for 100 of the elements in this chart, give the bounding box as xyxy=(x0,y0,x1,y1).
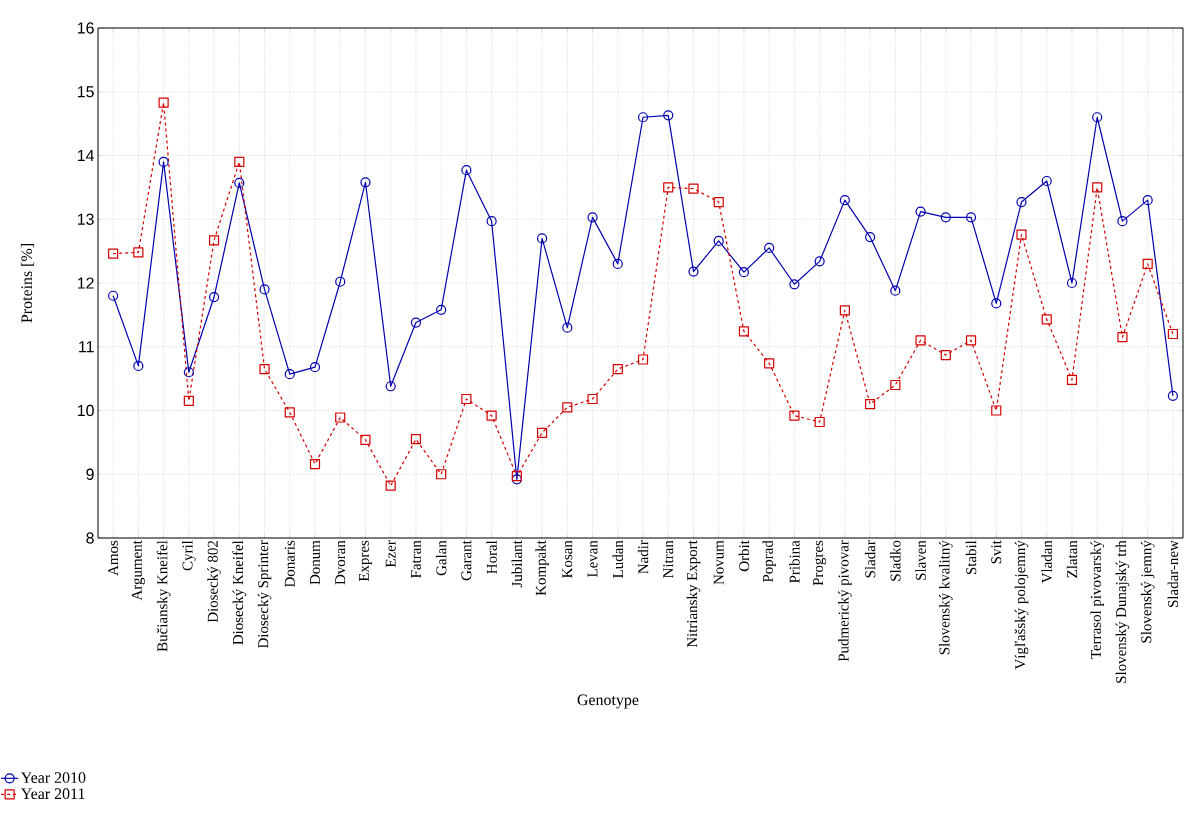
point xyxy=(436,304,447,315)
x-tick-label: Diosecký 802 xyxy=(207,541,221,623)
point xyxy=(562,322,573,333)
x-tick-label: Vígľašský polojemný xyxy=(1014,540,1029,670)
point xyxy=(1092,182,1103,193)
point xyxy=(1041,175,1052,187)
point xyxy=(410,434,422,445)
x-tick-label: Kosan xyxy=(562,540,573,578)
point xyxy=(1066,374,1078,385)
point xyxy=(865,399,876,410)
y-tick-label: 14 xyxy=(77,150,94,161)
x-tick-label: Stabil xyxy=(965,540,977,575)
point xyxy=(1142,258,1153,269)
x-tick-label: Progres xyxy=(813,540,827,586)
point xyxy=(637,112,649,123)
x-tick-label: Sladko xyxy=(890,540,901,581)
x-tick-label: Ludan xyxy=(612,540,624,578)
y-tick-label: 8 xyxy=(86,532,94,544)
x-tick-label: Argument xyxy=(131,540,145,601)
point xyxy=(309,458,321,470)
x-tick-label: Zlatan xyxy=(1066,540,1078,578)
x-tick-label: Slovenský Dunajský trh xyxy=(1115,540,1130,683)
point xyxy=(738,267,750,278)
point xyxy=(360,434,371,445)
x-axis-title: Genotype xyxy=(577,694,639,709)
x-tick-label: Diosecký Kneifel xyxy=(232,540,247,645)
x-tick-label: Kompakt xyxy=(535,540,549,596)
point xyxy=(486,216,497,227)
point xyxy=(890,285,901,296)
point xyxy=(461,393,472,405)
point xyxy=(284,369,295,380)
y-axis-title: Proteins [%] xyxy=(20,244,35,323)
point xyxy=(133,360,144,371)
point xyxy=(1066,277,1078,289)
point xyxy=(486,410,497,421)
x-tick-label: Donum xyxy=(310,540,320,585)
x-tick-label: Nadir xyxy=(637,540,649,574)
x-tick-label: Pudmerický pivovar xyxy=(838,540,852,662)
x-tick-label: Sladar-new xyxy=(1167,540,1179,607)
point xyxy=(688,266,699,277)
y-tick-label: 12 xyxy=(77,277,94,289)
legend-label: Year 2010 xyxy=(20,772,86,783)
point xyxy=(663,182,674,193)
x-tick-label: Horal xyxy=(486,540,497,574)
point xyxy=(991,405,1002,416)
x-tick-label: Slaven xyxy=(915,540,926,580)
x-tick-label: Slovenský kvalitný xyxy=(939,540,953,655)
point xyxy=(108,290,119,301)
x-tick-label: Cyril xyxy=(182,540,196,571)
point xyxy=(1092,112,1103,123)
legend-label: Year 2011 xyxy=(20,788,85,800)
point xyxy=(536,233,548,244)
point xyxy=(385,480,396,491)
x-tick-label: Bučiansky Kneifel xyxy=(156,540,171,652)
y-tick-label: 10 xyxy=(77,404,94,417)
x-tick-label: Poprad xyxy=(762,540,776,583)
point xyxy=(637,354,649,365)
y-tick-label: 11 xyxy=(79,341,94,353)
point xyxy=(309,362,321,373)
point xyxy=(991,298,1002,309)
x-tick-label: Jubilant xyxy=(511,540,523,588)
point xyxy=(183,367,194,378)
point xyxy=(385,381,396,392)
point xyxy=(1016,196,1027,208)
point xyxy=(1041,314,1052,325)
point xyxy=(890,379,901,391)
point xyxy=(814,256,825,267)
point xyxy=(335,276,346,287)
point xyxy=(764,242,775,254)
x-tick-label: Sladar xyxy=(864,540,876,578)
y-tick-label: 9 xyxy=(86,468,94,480)
x-tick-label: Levan xyxy=(587,540,598,578)
x-tick-label: Nitriansky Export xyxy=(686,540,701,648)
x-tick-label: Svit xyxy=(991,540,1002,564)
x-tick-label: Expres xyxy=(358,540,372,582)
point xyxy=(284,407,295,418)
point xyxy=(183,395,194,407)
point xyxy=(234,156,245,167)
point xyxy=(1142,195,1153,206)
x-tick-label: Garant xyxy=(461,540,472,581)
point xyxy=(789,410,800,421)
point xyxy=(208,291,220,303)
point xyxy=(536,427,548,438)
y-tick-label: 15 xyxy=(77,86,94,98)
point xyxy=(839,195,850,206)
point xyxy=(915,206,926,217)
point xyxy=(108,248,119,259)
point xyxy=(612,363,623,375)
point xyxy=(1167,328,1178,340)
point xyxy=(764,358,775,369)
point xyxy=(865,232,876,243)
point xyxy=(410,317,422,328)
point xyxy=(1117,216,1128,227)
point xyxy=(562,402,573,413)
x-tick-label: Amos xyxy=(108,540,119,576)
x-tick-label: Diosecký Sprinter xyxy=(257,540,272,649)
point xyxy=(713,196,724,208)
point xyxy=(688,183,699,194)
x-tick-label: Pribina xyxy=(789,540,800,583)
x-tick-label: Terrasol pivovarský xyxy=(1090,540,1104,659)
